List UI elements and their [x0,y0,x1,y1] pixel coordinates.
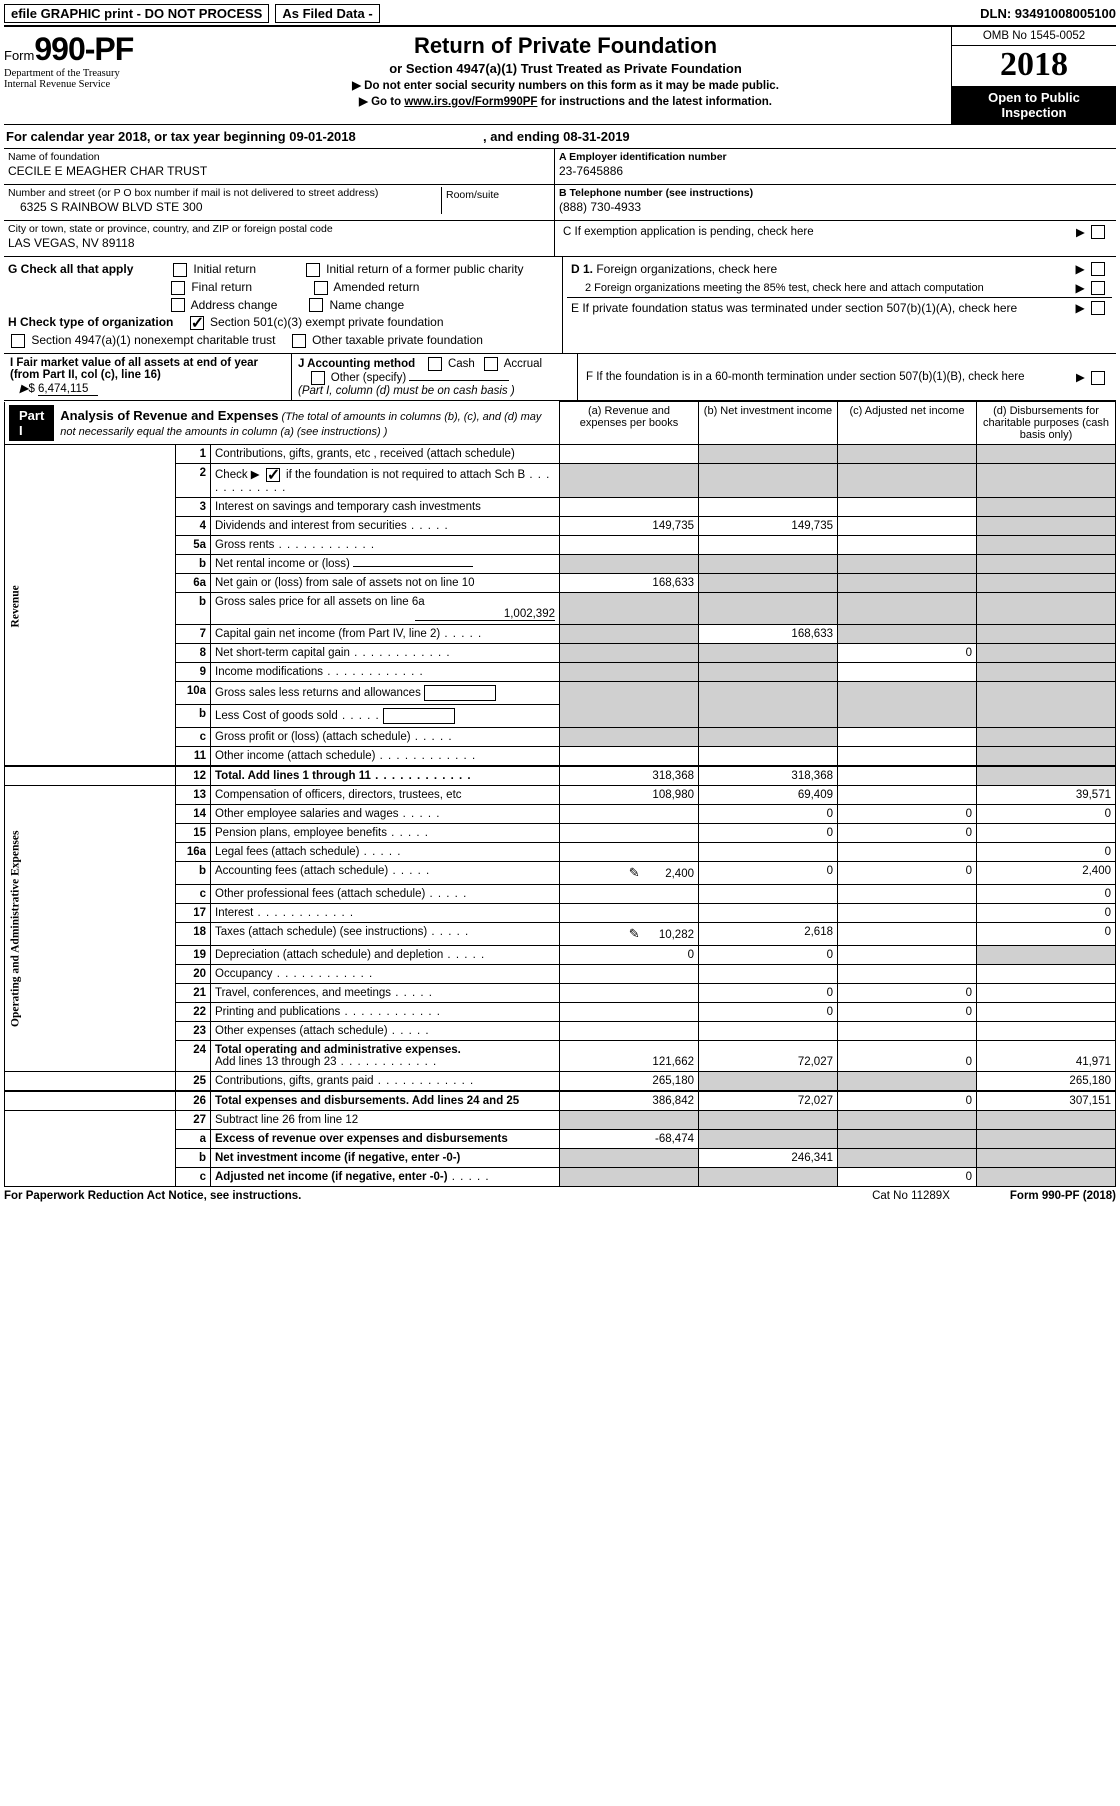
final-return-checkbox[interactable] [171,281,185,295]
street-address: 6325 S RAINBOW BLVD STE 300 [8,200,441,214]
address-change-checkbox[interactable] [171,298,185,312]
col-d-header: (d) Disbursements for charitable purpose… [977,402,1116,445]
ij-row: I Fair market value of all assets at end… [4,354,1116,401]
g-label: G Check all that apply [8,262,133,276]
j-note: (Part I, column (d) must be on cash basi… [298,385,515,397]
col-b-header: (b) Net investment income [699,402,838,445]
i-label: I Fair market value of all assets at end… [10,357,258,381]
d1-checkbox[interactable] [1091,262,1105,276]
footer: For Paperwork Reduction Act Notice, see … [4,1187,1116,1202]
col-c-header: (c) Adjusted net income [838,402,977,445]
city-label: City or town, state or province, country… [8,223,550,235]
part1-title: Analysis of Revenue and Expenses [60,408,278,423]
schb-checkbox[interactable] [266,468,280,482]
e-label: E If private foundation status was termi… [567,298,1068,318]
other-method-checkbox[interactable] [311,371,325,385]
name-label: Name of foundation [8,151,550,163]
pencil-icon[interactable]: ✎ [629,865,640,880]
form-prefix: Form [4,48,34,63]
form-ref: Form 990-PF (2018) [1010,1190,1116,1202]
ein-value: 23-7645886 [559,164,1112,178]
identity-grid: Name of foundation CECILE E MEAGHER CHAR… [4,149,1116,257]
open-public: Open to Public Inspection [951,86,1116,124]
d2-checkbox[interactable] [1091,281,1105,295]
4947a1-checkbox[interactable] [11,334,25,348]
part1-table: Part I Analysis of Revenue and Expenses … [4,401,1116,1187]
form-note2: ▶ Go to www.irs.gov/Form990PF for instru… [190,94,941,108]
addr-label: Number and street (or P O box number if … [8,187,441,199]
form-subtitle: or Section 4947(a)(1) Trust Treated as P… [190,61,941,76]
tax-year: 2018 [951,46,1116,86]
accrual-checkbox[interactable] [484,357,498,371]
asfiled-box: As Filed Data - [275,4,379,23]
form-title: Return of Private Foundation [190,33,941,59]
j-label: J Accounting method [298,358,415,370]
cash-checkbox[interactable] [428,357,442,371]
dept-irs: Internal Revenue Service [4,79,174,90]
name-change-checkbox[interactable] [309,298,323,312]
initial-former-checkbox[interactable] [306,263,320,277]
calendar-year-line: For calendar year 2018, or tax year begi… [4,125,1116,149]
expenses-label: Operating and Administrative Expenses [5,786,176,1072]
topbar: efile GRAPHIC print - DO NOT PROCESS As … [4,4,1116,27]
form-header: Form990-PF Department of the Treasury In… [4,27,1116,125]
form-note1: ▶ Do not enter social security numbers o… [190,78,941,92]
ein-label: A Employer identification number [559,151,1112,163]
part1-badge: Part I [9,405,54,441]
f-label: F If the foundation is in a 60-month ter… [582,368,1068,386]
tel-label: B Telephone number (see instructions) [559,187,1112,199]
foundation-name: CECILE E MEAGHER CHAR TRUST [8,164,550,178]
pencil-icon[interactable]: ✎ [629,926,640,941]
form-number: 990-PF [34,31,133,67]
amended-return-checkbox[interactable] [314,281,328,295]
dept-treasury: Department of the Treasury [4,68,174,79]
tel-value: (888) 730-4933 [559,200,1112,214]
dln: DLN: 93491008005100 [980,6,1116,21]
room-suite-label: Room/suite [441,187,550,214]
h-label: H Check type of organization [8,315,173,329]
initial-return-checkbox[interactable] [173,263,187,277]
col-a-header: (a) Revenue and expenses per books [560,402,699,445]
city-state-zip: LAS VEGAS, NV 89118 [8,236,550,250]
501c3-checkbox[interactable] [190,316,204,330]
exemption-pending-checkbox[interactable] [1091,225,1105,239]
d2-label: 2 Foreign organizations meeting the 85% … [567,279,1068,297]
check-section: G Check all that apply Initial return In… [4,257,1116,354]
other-taxable-checkbox[interactable] [292,334,306,348]
e-checkbox[interactable] [1091,301,1105,315]
irs-link[interactable]: www.irs.gov/Form990PF [404,96,537,108]
cat-no: Cat No 11289X [872,1190,950,1202]
revenue-label: Revenue [5,445,176,766]
fmv-value: 6,474,115 [38,383,98,396]
f-checkbox[interactable] [1091,371,1105,385]
exemption-pending-label: C If exemption application is pending, c… [559,223,1068,241]
efile-box: efile GRAPHIC print - DO NOT PROCESS [4,4,269,23]
omb-number: OMB No 1545-0052 [951,27,1116,46]
paperwork-notice: For Paperwork Reduction Act Notice, see … [4,1190,301,1202]
